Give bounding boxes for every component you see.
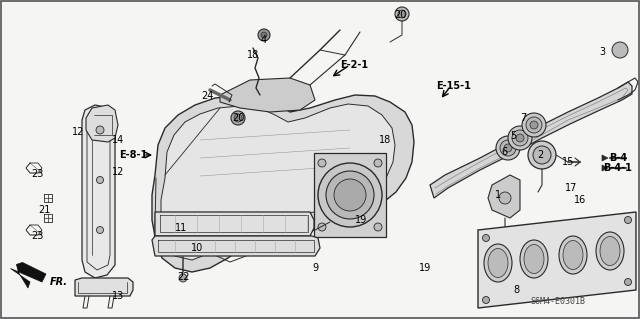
Text: FR.: FR. [50,277,68,287]
Circle shape [96,126,104,134]
Circle shape [318,159,326,167]
Polygon shape [155,212,314,236]
Text: 20: 20 [232,113,244,123]
Ellipse shape [596,232,624,270]
Text: 9: 9 [312,263,318,273]
Text: B-4-1: B-4-1 [604,163,632,173]
Text: 12: 12 [112,167,124,177]
Ellipse shape [524,244,544,273]
Ellipse shape [520,240,548,278]
Circle shape [261,32,267,38]
Circle shape [522,113,546,137]
Circle shape [483,234,490,241]
Circle shape [326,171,374,219]
Polygon shape [314,153,386,237]
Text: 20: 20 [394,10,406,20]
Circle shape [533,146,551,164]
Text: 18: 18 [247,50,259,60]
Circle shape [318,163,382,227]
Circle shape [374,159,382,167]
Text: 4: 4 [261,35,267,45]
Circle shape [318,223,326,231]
Circle shape [512,130,528,146]
Text: 13: 13 [112,291,124,301]
Circle shape [97,226,104,234]
Polygon shape [161,104,395,260]
Ellipse shape [563,241,583,270]
Text: 2: 2 [537,150,543,160]
Circle shape [516,134,524,142]
Text: 23: 23 [31,169,43,179]
Circle shape [496,136,520,160]
Text: 7: 7 [520,113,526,123]
Circle shape [374,223,382,231]
Polygon shape [602,155,608,161]
Circle shape [530,121,538,129]
Polygon shape [488,175,520,218]
Text: 1: 1 [495,190,501,200]
Text: 8: 8 [513,285,519,295]
Polygon shape [220,78,315,112]
Polygon shape [152,236,320,256]
Text: E-2-1: E-2-1 [340,60,368,70]
Circle shape [179,274,187,282]
Polygon shape [430,82,632,198]
Text: 17: 17 [565,183,577,193]
Text: 11: 11 [175,223,187,233]
Polygon shape [86,105,118,142]
Circle shape [528,141,556,169]
Polygon shape [10,263,46,288]
Circle shape [612,42,628,58]
Circle shape [499,192,511,204]
Text: 15: 15 [562,157,574,167]
Ellipse shape [484,244,512,282]
Polygon shape [75,278,133,296]
Text: 12: 12 [72,127,84,137]
Text: 19: 19 [355,215,367,225]
Circle shape [234,114,242,122]
Text: 6: 6 [501,147,507,157]
Text: 18: 18 [379,135,391,145]
Circle shape [483,296,490,303]
Polygon shape [602,165,608,171]
Circle shape [500,140,516,156]
Circle shape [625,217,632,224]
Text: S6M4-E0301B: S6M4-E0301B [530,297,585,306]
Text: 24: 24 [201,91,213,101]
Circle shape [398,10,406,18]
Text: B-4: B-4 [609,153,627,163]
Circle shape [395,7,409,21]
Circle shape [504,144,512,152]
Text: 21: 21 [38,205,50,215]
Text: 22: 22 [177,272,189,282]
Circle shape [334,179,366,211]
Circle shape [231,111,245,125]
Polygon shape [82,105,115,278]
Text: 3: 3 [599,47,605,57]
Ellipse shape [559,236,587,274]
Circle shape [508,126,532,150]
Ellipse shape [600,236,620,265]
Circle shape [526,117,542,133]
Text: E-8-1: E-8-1 [119,150,147,160]
Ellipse shape [488,249,508,278]
Text: 10: 10 [191,243,203,253]
Polygon shape [478,212,636,308]
Text: E-15-1: E-15-1 [436,81,472,91]
Polygon shape [152,95,414,272]
Text: 14: 14 [112,135,124,145]
Text: 23: 23 [31,231,43,241]
Text: 5: 5 [510,131,516,141]
Circle shape [97,176,104,183]
Text: 19: 19 [419,263,431,273]
Circle shape [258,29,270,41]
Text: 16: 16 [574,195,586,205]
Circle shape [625,278,632,286]
